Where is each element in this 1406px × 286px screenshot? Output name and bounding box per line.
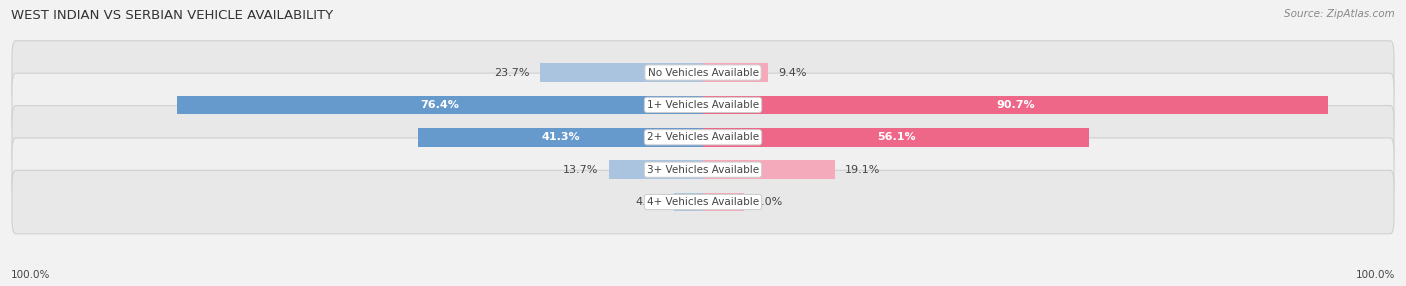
Bar <box>703 63 768 82</box>
Text: 100.0%: 100.0% <box>11 270 51 280</box>
Text: 41.3%: 41.3% <box>541 132 581 142</box>
Legend: West Indian, Serbian: West Indian, Serbian <box>614 284 792 286</box>
Text: 9.4%: 9.4% <box>778 67 807 78</box>
FancyBboxPatch shape <box>13 138 1393 201</box>
Text: 2+ Vehicles Available: 2+ Vehicles Available <box>647 132 759 142</box>
Text: 6.0%: 6.0% <box>755 197 783 207</box>
Bar <box>609 160 703 179</box>
Text: 76.4%: 76.4% <box>420 100 460 110</box>
FancyBboxPatch shape <box>13 170 1393 234</box>
Text: WEST INDIAN VS SERBIAN VEHICLE AVAILABILITY: WEST INDIAN VS SERBIAN VEHICLE AVAILABIL… <box>11 9 333 21</box>
Text: 4+ Vehicles Available: 4+ Vehicles Available <box>647 197 759 207</box>
Bar <box>703 193 744 211</box>
Text: 23.7%: 23.7% <box>494 67 530 78</box>
Text: 90.7%: 90.7% <box>995 100 1035 110</box>
Text: 4.2%: 4.2% <box>636 197 664 207</box>
Text: 13.7%: 13.7% <box>562 165 599 175</box>
Text: 56.1%: 56.1% <box>877 132 915 142</box>
Bar <box>673 193 703 211</box>
Bar <box>177 96 703 114</box>
Bar <box>419 128 703 147</box>
Bar <box>703 128 1090 147</box>
Text: No Vehicles Available: No Vehicles Available <box>648 67 758 78</box>
Text: 1+ Vehicles Available: 1+ Vehicles Available <box>647 100 759 110</box>
Text: Source: ZipAtlas.com: Source: ZipAtlas.com <box>1284 9 1395 19</box>
FancyBboxPatch shape <box>13 41 1393 104</box>
Bar <box>540 63 703 82</box>
FancyBboxPatch shape <box>13 73 1393 137</box>
Text: 19.1%: 19.1% <box>845 165 880 175</box>
Bar <box>703 96 1327 114</box>
Text: 100.0%: 100.0% <box>1355 270 1395 280</box>
Text: 3+ Vehicles Available: 3+ Vehicles Available <box>647 165 759 175</box>
FancyBboxPatch shape <box>13 106 1393 169</box>
Bar <box>703 160 835 179</box>
